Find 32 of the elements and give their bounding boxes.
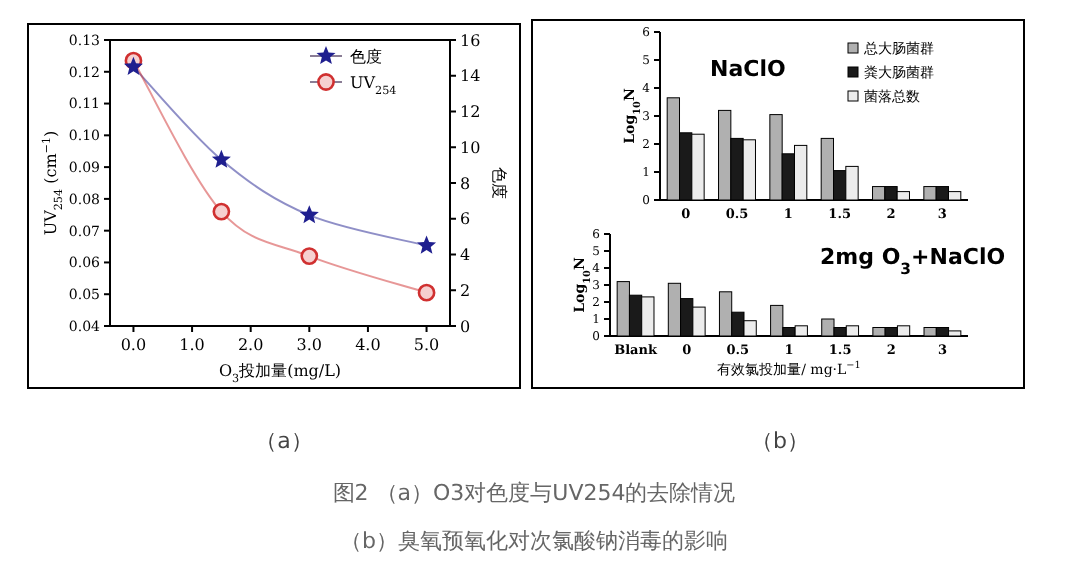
x-axis-title: O$_{3}$投加量(mg/L) bbox=[218, 362, 342, 386]
y2-tick-label: 6 bbox=[460, 210, 471, 229]
point bbox=[211, 149, 231, 168]
y2-tick-label: 14 bbox=[460, 67, 481, 86]
y2-tick-label: 0 bbox=[460, 317, 471, 336]
y2-tick-label: 2 bbox=[460, 281, 471, 300]
point bbox=[300, 247, 319, 265]
x-tick-label: 4.0 bbox=[355, 336, 381, 354]
point bbox=[299, 205, 319, 224]
text: 2mg O$_{3}$+NaClO bbox=[820, 244, 1006, 277]
legend-label: 色度 bbox=[350, 47, 382, 66]
text: （b） bbox=[751, 428, 809, 454]
x-tick-label: 1.0 bbox=[179, 336, 205, 354]
x-tick-label: 3.0 bbox=[296, 336, 323, 354]
legend-label: UV$_{254}$ bbox=[350, 73, 398, 98]
y2-tick-label: 16 bbox=[460, 31, 481, 50]
point bbox=[417, 283, 436, 302]
point bbox=[123, 56, 143, 75]
y2-tick-label: 12 bbox=[460, 103, 481, 122]
point bbox=[212, 202, 231, 221]
x-tick-label: 0.0 bbox=[120, 336, 147, 354]
text: （a） bbox=[255, 428, 313, 454]
point bbox=[417, 235, 437, 254]
y2-tick-label: 4 bbox=[460, 246, 471, 265]
y2-tick-label: 10 bbox=[460, 138, 481, 157]
caption: 图2 （a）O3对色度与UV254的去除情况 bbox=[332, 480, 736, 506]
text: （b）臭氧预氧化对次氯酸钠消毒的影响 bbox=[340, 528, 728, 554]
y2-axis-title: 色度 bbox=[490, 167, 508, 199]
x-tick-label: 2.0 bbox=[237, 336, 264, 354]
y2-tick-label: 8 bbox=[460, 174, 471, 193]
text: NaClO bbox=[710, 56, 786, 82]
x-tick-label: 5.0 bbox=[413, 336, 440, 354]
